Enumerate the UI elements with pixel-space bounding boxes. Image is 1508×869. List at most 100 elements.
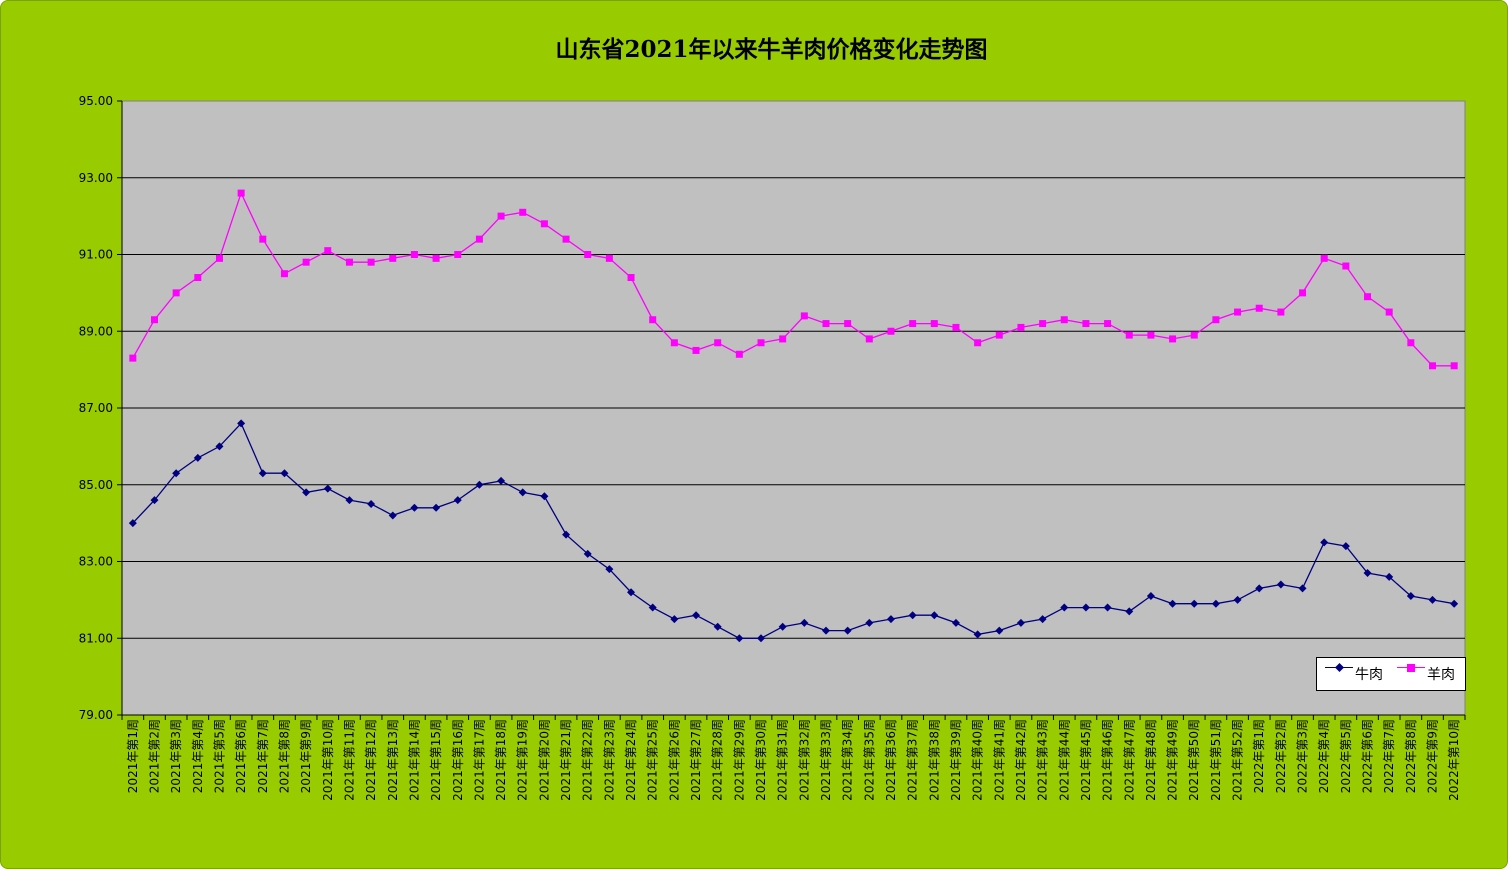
x-tick-label: 2021年第1周 (126, 719, 140, 793)
x-tick-label: 2021年第7周 (256, 719, 270, 793)
x-tick-label: 2021年第19周 (516, 719, 530, 801)
beef-point (562, 530, 571, 539)
beef-point (302, 488, 311, 497)
mutton-point (1429, 362, 1437, 370)
mutton-point (410, 251, 418, 258)
x-tick-label: 2021年第11周 (342, 719, 356, 801)
series-line-beef (132, 422, 1455, 639)
x-tick-label: 2021年第52周 (1231, 719, 1245, 801)
mutton-point (172, 289, 180, 297)
x-tick-label: 2021年第38周 (927, 719, 941, 801)
x-tick-label: 2021年第41周 (992, 719, 1006, 801)
beef-point (1406, 592, 1415, 601)
mutton-point (1342, 262, 1350, 270)
mutton-point (302, 258, 310, 266)
x-tick-label: 2021年第48周 (1144, 719, 1158, 801)
mutton-point (1234, 308, 1242, 316)
y-tick-label: 93.00 (79, 171, 113, 185)
beef-point (128, 519, 137, 528)
beef-point (1060, 603, 1069, 612)
beef-point (800, 618, 809, 627)
x-tick-label: 2021年第50周 (1187, 719, 1201, 801)
x-tick-label: 2021年第29周 (732, 719, 746, 801)
beef-point (1320, 538, 1329, 547)
mutton-point (865, 335, 873, 343)
x-tick-label: 2021年第26周 (667, 719, 681, 801)
beef-point (1450, 599, 1459, 608)
beef-point (518, 488, 527, 497)
beef-point (1276, 580, 1285, 589)
beef-point (583, 549, 592, 558)
legend-label-mutton: 羊肉 (1427, 667, 1455, 683)
beef-point (865, 618, 874, 627)
beef-point (1298, 584, 1307, 593)
x-tick-label: 2021年第36周 (884, 719, 898, 801)
beef-point (605, 565, 614, 574)
x-tick-label: 2021年第5周 (212, 719, 226, 793)
beef-point (410, 503, 419, 512)
x-tick-label: 2021年第45周 (1079, 719, 1093, 801)
beef-point (432, 503, 441, 512)
beef-point (1255, 584, 1264, 593)
beef-point (1081, 603, 1090, 612)
mutton-point (1364, 293, 1372, 301)
x-tick-label: 2021年第9周 (299, 719, 313, 793)
x-tick-label: 2021年第47周 (1122, 719, 1136, 801)
beef-point (995, 626, 1004, 635)
beef-point (497, 476, 506, 485)
x-tick-label: 2021年第8周 (277, 719, 291, 793)
mutton-point (584, 251, 592, 258)
x-tick-label: 2021年第17周 (472, 719, 486, 801)
beef-point (237, 419, 246, 428)
x-tick-label: 2021年第20周 (537, 719, 551, 801)
y-tick-label: 87.00 (79, 401, 113, 415)
mutton-point (714, 339, 722, 347)
x-tick-label: 2021年第16周 (451, 719, 465, 801)
x-tick-label: 2021年第24周 (624, 719, 638, 801)
x-tick-label: 2021年第51周 (1209, 719, 1223, 801)
beef-point (648, 603, 657, 612)
x-tick-label: 2021年第12周 (364, 719, 378, 801)
x-tick-label: 2021年第40周 (971, 719, 985, 801)
mutton-point (540, 220, 548, 228)
beef-point (886, 615, 895, 624)
x-tick-label: 2021年第30周 (754, 719, 768, 801)
x-tick-label: 2021年第15周 (429, 719, 443, 801)
legend-label-beef: 牛肉 (1355, 667, 1383, 683)
mutton-point (627, 274, 635, 282)
beef-point (821, 626, 830, 635)
x-tick-label: 2021年第13周 (386, 719, 400, 801)
beef-point (1190, 599, 1199, 608)
mutton-point (1169, 335, 1177, 343)
x-tick-label: 2021年第32周 (797, 719, 811, 801)
beef-point (1233, 595, 1242, 604)
x-tick-label: 2022年第9周 (1426, 719, 1440, 793)
mutton-point (1212, 316, 1220, 324)
mutton-point (497, 212, 505, 220)
beef-point (1363, 569, 1372, 578)
beef-point (713, 622, 722, 631)
mutton-point (432, 254, 440, 262)
mutton-point (324, 247, 332, 255)
beef-point (627, 588, 636, 597)
mutton-point (1125, 331, 1133, 339)
mutton-point (757, 339, 765, 347)
mutton-point (215, 254, 223, 262)
beef-point (323, 484, 332, 493)
beef-point (908, 611, 917, 620)
legend-square-icon (1407, 664, 1415, 672)
mutton-point (1039, 320, 1047, 328)
x-tick-label: 2022年第10周 (1447, 719, 1461, 801)
beef-point (670, 615, 679, 624)
beef-point (1103, 603, 1112, 612)
mutton-point (280, 270, 288, 278)
y-tick-label: 95.00 (79, 94, 113, 108)
beef-point (475, 480, 484, 489)
mutton-point (909, 320, 917, 328)
x-tick-label: 2022年第6周 (1361, 719, 1375, 793)
mutton-point (237, 189, 245, 197)
beef-point (757, 634, 766, 643)
x-tick-label: 2021年第22周 (581, 719, 595, 801)
x-tick-label: 2021年第23周 (602, 719, 616, 801)
